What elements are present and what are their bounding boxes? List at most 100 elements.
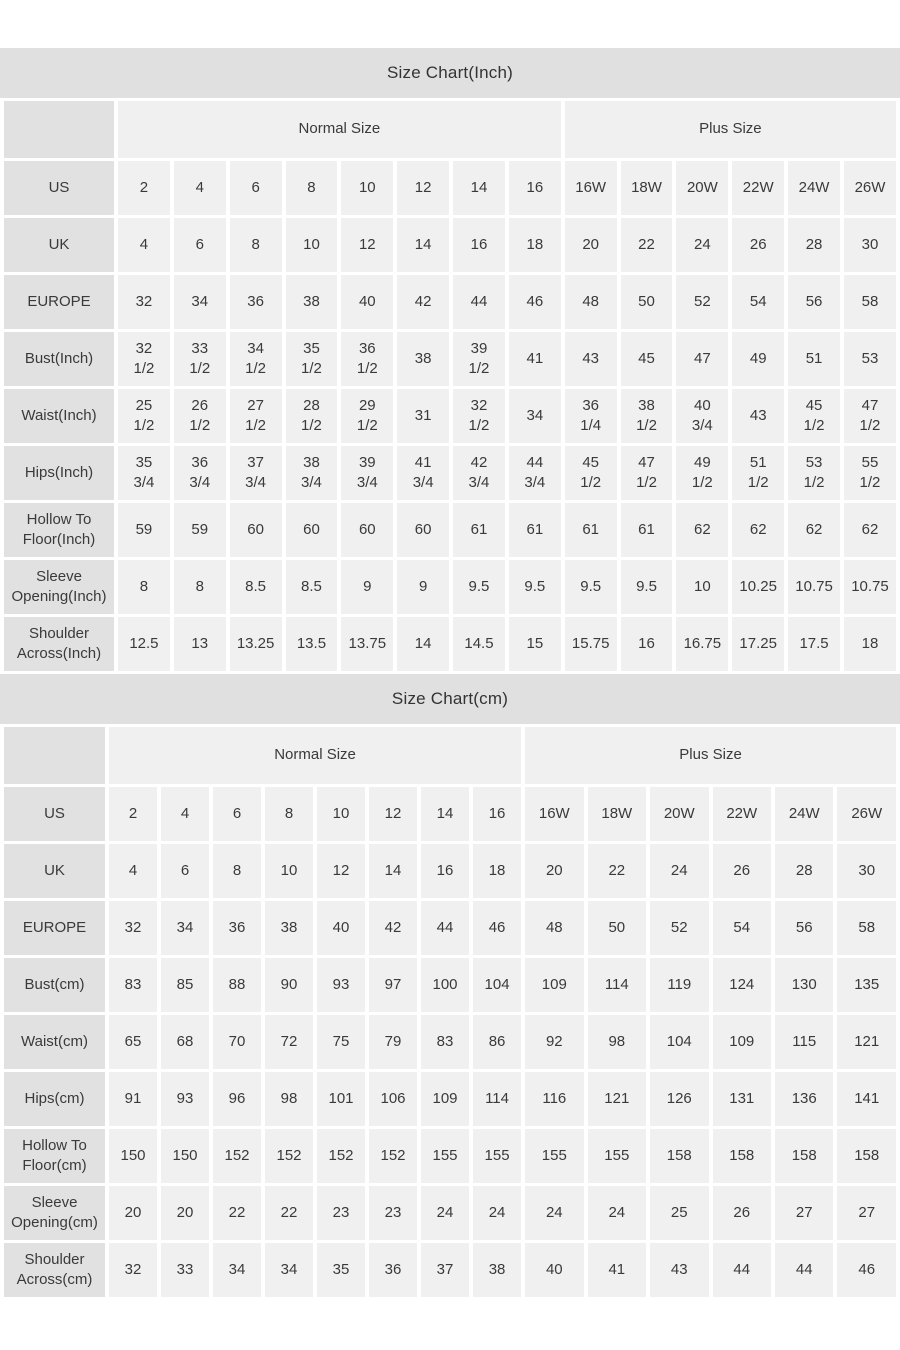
size-value-cell: 10 xyxy=(285,218,338,272)
table-row: Shoulder Across(cm) 32 33 34 34 35 36 37 38 40 41 4… xyxy=(4,1243,896,1297)
size-value-cell: 28 1/2 xyxy=(285,389,338,443)
size-value-cell: 2 xyxy=(118,161,170,215)
size-value-cell: 18 xyxy=(508,218,561,272)
size-value-cell: 34 xyxy=(213,1243,261,1297)
size-value-cell: 68 xyxy=(161,1015,209,1069)
size-value-cell: 60 xyxy=(285,503,338,557)
size-value-cell: 38 xyxy=(397,332,450,386)
size-value-cell: 42 xyxy=(397,275,450,329)
size-value-cell: 58 xyxy=(837,901,896,955)
size-value-cell: 24 xyxy=(473,1186,522,1240)
size-value-cell: 10 xyxy=(341,161,394,215)
table-row: EUROPE 32 34 36 38 40 42 44 46 48 50 52 54 56 58 xyxy=(4,275,896,329)
size-value-cell: 8 xyxy=(265,787,313,841)
size-value-cell: 27 1/2 xyxy=(229,389,282,443)
size-value-cell: 14 xyxy=(369,844,417,898)
table-row: UK 4 6 8 10 12 14 16 18 20 22 24 26 28 30 xyxy=(4,218,896,272)
size-value-cell: 34 xyxy=(173,275,226,329)
row-label: Hips(Inch) xyxy=(4,446,114,500)
size-value-cell: 119 xyxy=(650,958,709,1012)
size-value-cell: 20W xyxy=(676,161,729,215)
size-value-cell: 14 xyxy=(421,787,469,841)
size-value-cell: 31 xyxy=(397,389,450,443)
size-value-cell: 65 xyxy=(109,1015,157,1069)
size-value-cell: 52 xyxy=(676,275,729,329)
size-value-cell: 93 xyxy=(317,958,365,1012)
size-value-cell: 46 xyxy=(473,901,522,955)
size-value-cell: 16.75 xyxy=(676,617,729,671)
size-value-cell: 158 xyxy=(775,1129,834,1183)
size-value-cell: 28 xyxy=(788,218,840,272)
size-value-cell: 46 xyxy=(508,275,561,329)
corner-cell xyxy=(4,727,105,784)
size-value-cell: 48 xyxy=(525,901,584,955)
size-value-cell: 130 xyxy=(775,958,834,1012)
size-value-cell: 18W xyxy=(587,787,647,841)
size-value-cell: 101 xyxy=(317,1072,365,1126)
size-value-cell: 98 xyxy=(265,1072,313,1126)
size-value-cell: 109 xyxy=(525,958,584,1012)
size-value-cell: 6 xyxy=(161,844,209,898)
size-value-cell: 141 xyxy=(837,1072,896,1126)
size-value-cell: 79 xyxy=(369,1015,417,1069)
row-label: Waist(cm) xyxy=(4,1015,105,1069)
size-value-cell: 60 xyxy=(229,503,282,557)
size-value-cell: 26 xyxy=(732,218,785,272)
size-value-cell: 47 1/2 xyxy=(620,446,673,500)
size-value-cell: 38 xyxy=(285,275,338,329)
size-value-cell: 20 xyxy=(109,1186,157,1240)
size-chart-inch-title: Size Chart(Inch) xyxy=(0,48,900,98)
size-value-cell: 43 xyxy=(732,389,785,443)
size-value-cell: 131 xyxy=(712,1072,771,1126)
size-value-cell: 106 xyxy=(369,1072,417,1126)
size-value-cell: 38 3/4 xyxy=(285,446,338,500)
table-row: Bust(cm) 83 85 88 90 93 97 100 104 109 114 119 124 13… xyxy=(4,958,896,1012)
size-value-cell: 6 xyxy=(213,787,261,841)
size-value-cell: 26 xyxy=(712,844,771,898)
size-value-cell: 13 xyxy=(173,617,226,671)
size-chart-inch-table: Normal Size Plus Size US 2 4 6 8 10 12 14 16 16W 18W… xyxy=(0,98,900,674)
size-value-cell: 48 xyxy=(564,275,617,329)
size-value-cell: 50 xyxy=(587,901,647,955)
size-value-cell: 14 xyxy=(453,161,505,215)
size-value-cell: 40 xyxy=(341,275,394,329)
size-value-cell: 152 xyxy=(317,1129,365,1183)
size-value-cell: 55 1/2 xyxy=(843,446,896,500)
size-value-cell: 61 xyxy=(620,503,673,557)
size-value-cell: 158 xyxy=(712,1129,771,1183)
row-label: Sleeve Opening(cm) xyxy=(4,1186,105,1240)
size-value-cell: 46 xyxy=(837,1243,896,1297)
size-value-cell: 70 xyxy=(213,1015,261,1069)
size-value-cell: 124 xyxy=(712,958,771,1012)
size-value-cell: 150 xyxy=(161,1129,209,1183)
size-value-cell: 126 xyxy=(650,1072,709,1126)
size-value-cell: 12 xyxy=(341,218,394,272)
size-value-cell: 97 xyxy=(369,958,417,1012)
size-value-cell: 36 1/4 xyxy=(564,389,617,443)
size-value-cell: 150 xyxy=(109,1129,157,1183)
size-value-cell: 37 xyxy=(421,1243,469,1297)
row-label: Hollow To Floor(Inch) xyxy=(4,503,114,557)
size-value-cell: 114 xyxy=(473,1072,522,1126)
size-value-cell: 61 xyxy=(508,503,561,557)
size-chart-cm-section: Size Chart(cm) Normal Size Plus Size US 2 4 6… xyxy=(0,674,900,1300)
size-value-cell: 16 xyxy=(453,218,505,272)
row-label: US xyxy=(4,161,114,215)
row-label: Hips(cm) xyxy=(4,1072,105,1126)
size-value-cell: 9.5 xyxy=(564,560,617,614)
size-value-cell: 9.5 xyxy=(453,560,505,614)
size-value-cell: 116 xyxy=(525,1072,584,1126)
size-value-cell: 15.75 xyxy=(564,617,617,671)
size-value-cell: 23 xyxy=(369,1186,417,1240)
size-value-cell: 51 xyxy=(788,332,840,386)
group-header-row: Normal Size Plus Size xyxy=(4,101,896,158)
size-value-cell: 12 xyxy=(397,161,450,215)
size-value-cell: 16W xyxy=(564,161,617,215)
size-value-cell: 152 xyxy=(213,1129,261,1183)
size-value-cell: 20 xyxy=(161,1186,209,1240)
size-value-cell: 32 xyxy=(109,901,157,955)
size-value-cell: 16 xyxy=(421,844,469,898)
row-label: Sleeve Opening(Inch) xyxy=(4,560,114,614)
size-value-cell: 40 xyxy=(525,1243,584,1297)
size-value-cell: 4 xyxy=(109,844,157,898)
